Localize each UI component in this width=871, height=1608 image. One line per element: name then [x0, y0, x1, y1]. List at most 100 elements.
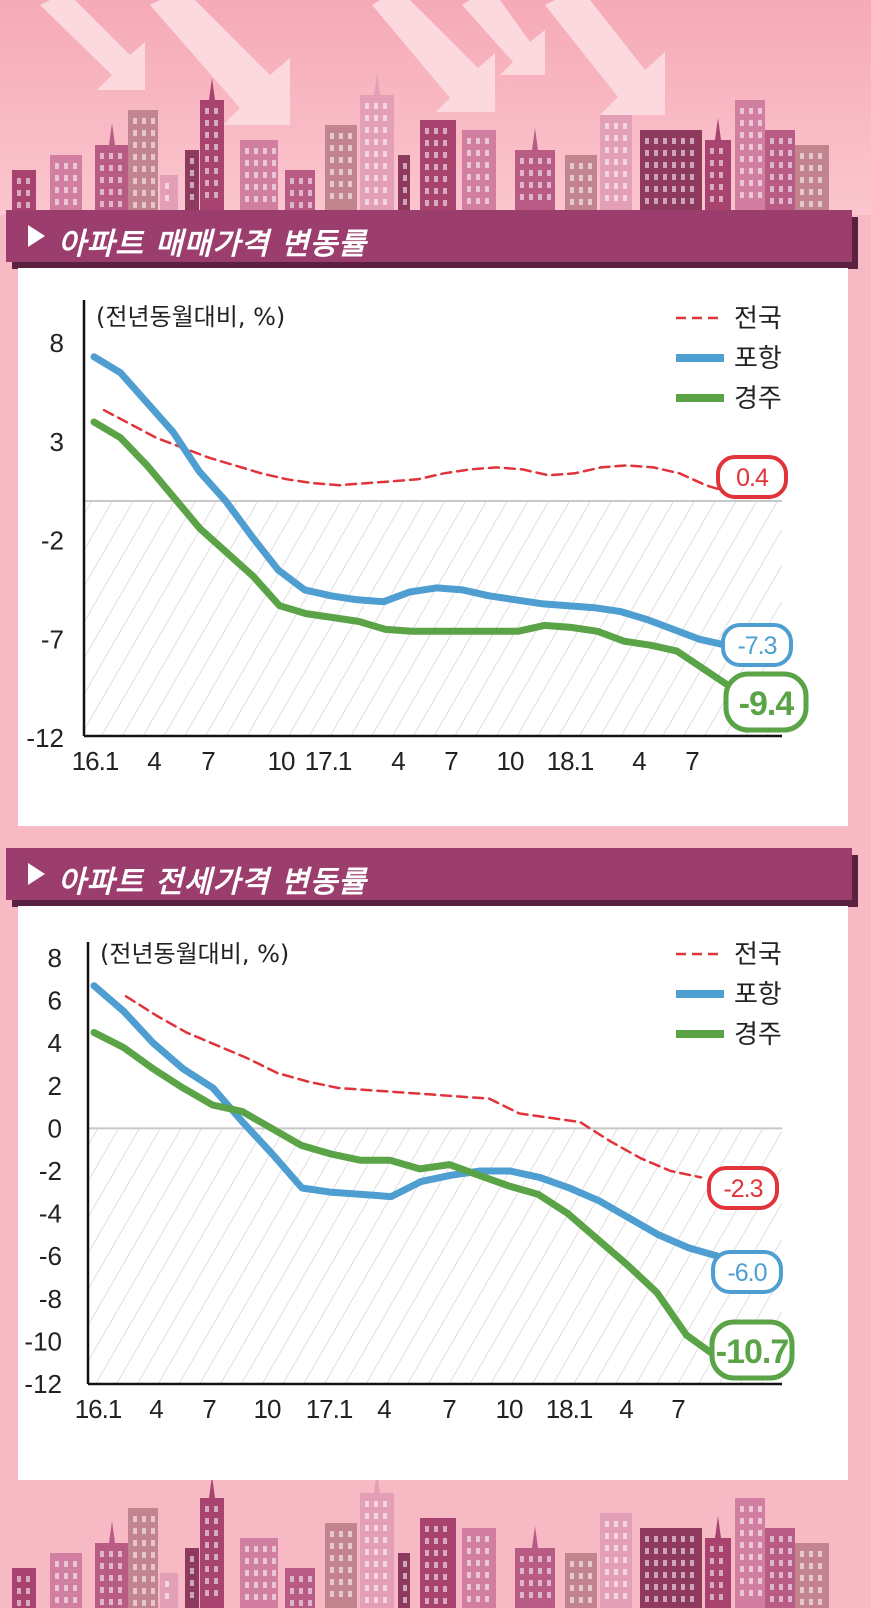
- window: [214, 1542, 218, 1548]
- window: [151, 1564, 155, 1570]
- window: [654, 174, 658, 180]
- window: [579, 199, 583, 205]
- window: [339, 1579, 343, 1585]
- window: [605, 1533, 609, 1539]
- window: [214, 144, 218, 150]
- window: [570, 1561, 574, 1567]
- window: [365, 1537, 369, 1543]
- window: [383, 151, 387, 157]
- window: [205, 132, 209, 138]
- window: [758, 132, 762, 138]
- window: [672, 138, 676, 144]
- window: [151, 190, 155, 196]
- window: [339, 1591, 343, 1597]
- window: [263, 1582, 267, 1588]
- window: [109, 153, 113, 159]
- window: [425, 1550, 429, 1556]
- window: [214, 168, 218, 174]
- window: [64, 1585, 68, 1591]
- window: [142, 178, 146, 184]
- window: [254, 1546, 258, 1552]
- window: [623, 123, 627, 129]
- window: [818, 1599, 822, 1605]
- window: [614, 183, 618, 189]
- window: [263, 1546, 267, 1552]
- window: [570, 163, 574, 169]
- window: [788, 1584, 792, 1590]
- window: [605, 195, 609, 201]
- window: [151, 1588, 155, 1594]
- window: [425, 152, 429, 158]
- window: [547, 182, 551, 188]
- window: [214, 120, 218, 126]
- window: [538, 158, 542, 164]
- window: [485, 162, 489, 168]
- window: [245, 1570, 249, 1576]
- window: [779, 138, 783, 144]
- window: [434, 188, 438, 194]
- window: [142, 1600, 146, 1606]
- window: [348, 1579, 352, 1585]
- end-label-box: [721, 623, 793, 667]
- window: [588, 1573, 592, 1579]
- x-tick-label: 7: [442, 1394, 456, 1424]
- window: [749, 156, 753, 162]
- window: [605, 1593, 609, 1599]
- window: [485, 150, 489, 156]
- x-tick-label: 18.1: [546, 1394, 593, 1424]
- window: [190, 1568, 194, 1574]
- window: [719, 1546, 723, 1552]
- end-label-box: [707, 1166, 779, 1210]
- window: [779, 1536, 783, 1542]
- window: [403, 175, 407, 181]
- window: [719, 172, 723, 178]
- window: [383, 1585, 387, 1591]
- window: [809, 1551, 813, 1557]
- window: [520, 1592, 524, 1598]
- window: [758, 1506, 762, 1512]
- window: [547, 1592, 551, 1598]
- spire: [532, 128, 538, 150]
- window: [476, 186, 480, 192]
- window: [339, 1531, 343, 1537]
- window: [485, 198, 489, 204]
- window: [190, 1556, 194, 1562]
- window: [425, 188, 429, 194]
- window: [547, 1568, 551, 1574]
- spire: [209, 78, 215, 100]
- window: [779, 174, 783, 180]
- window: [467, 174, 471, 180]
- window: [330, 133, 334, 139]
- window: [64, 187, 68, 193]
- window: [214, 1518, 218, 1524]
- window: [710, 1570, 714, 1576]
- window: [579, 187, 583, 193]
- window: [434, 152, 438, 158]
- window: [142, 190, 146, 196]
- window: [151, 1576, 155, 1582]
- window: [118, 153, 122, 159]
- window: [672, 1584, 676, 1590]
- window: [434, 1550, 438, 1556]
- window: [623, 183, 627, 189]
- window: [681, 186, 685, 192]
- window: [383, 1597, 387, 1603]
- window: [165, 183, 169, 189]
- window: [73, 187, 77, 193]
- window: [330, 193, 334, 199]
- series-line-gyeongju: [90, 418, 734, 691]
- window: [623, 135, 627, 141]
- window: [570, 1585, 574, 1591]
- window: [467, 162, 471, 168]
- window: [330, 1555, 334, 1561]
- window: [749, 1542, 753, 1548]
- window: [443, 200, 447, 206]
- window: [749, 108, 753, 114]
- window: [547, 170, 551, 176]
- window: [788, 1572, 792, 1578]
- window: [749, 144, 753, 150]
- window: [365, 151, 369, 157]
- window: [654, 186, 658, 192]
- window: [205, 1566, 209, 1572]
- window: [133, 166, 137, 172]
